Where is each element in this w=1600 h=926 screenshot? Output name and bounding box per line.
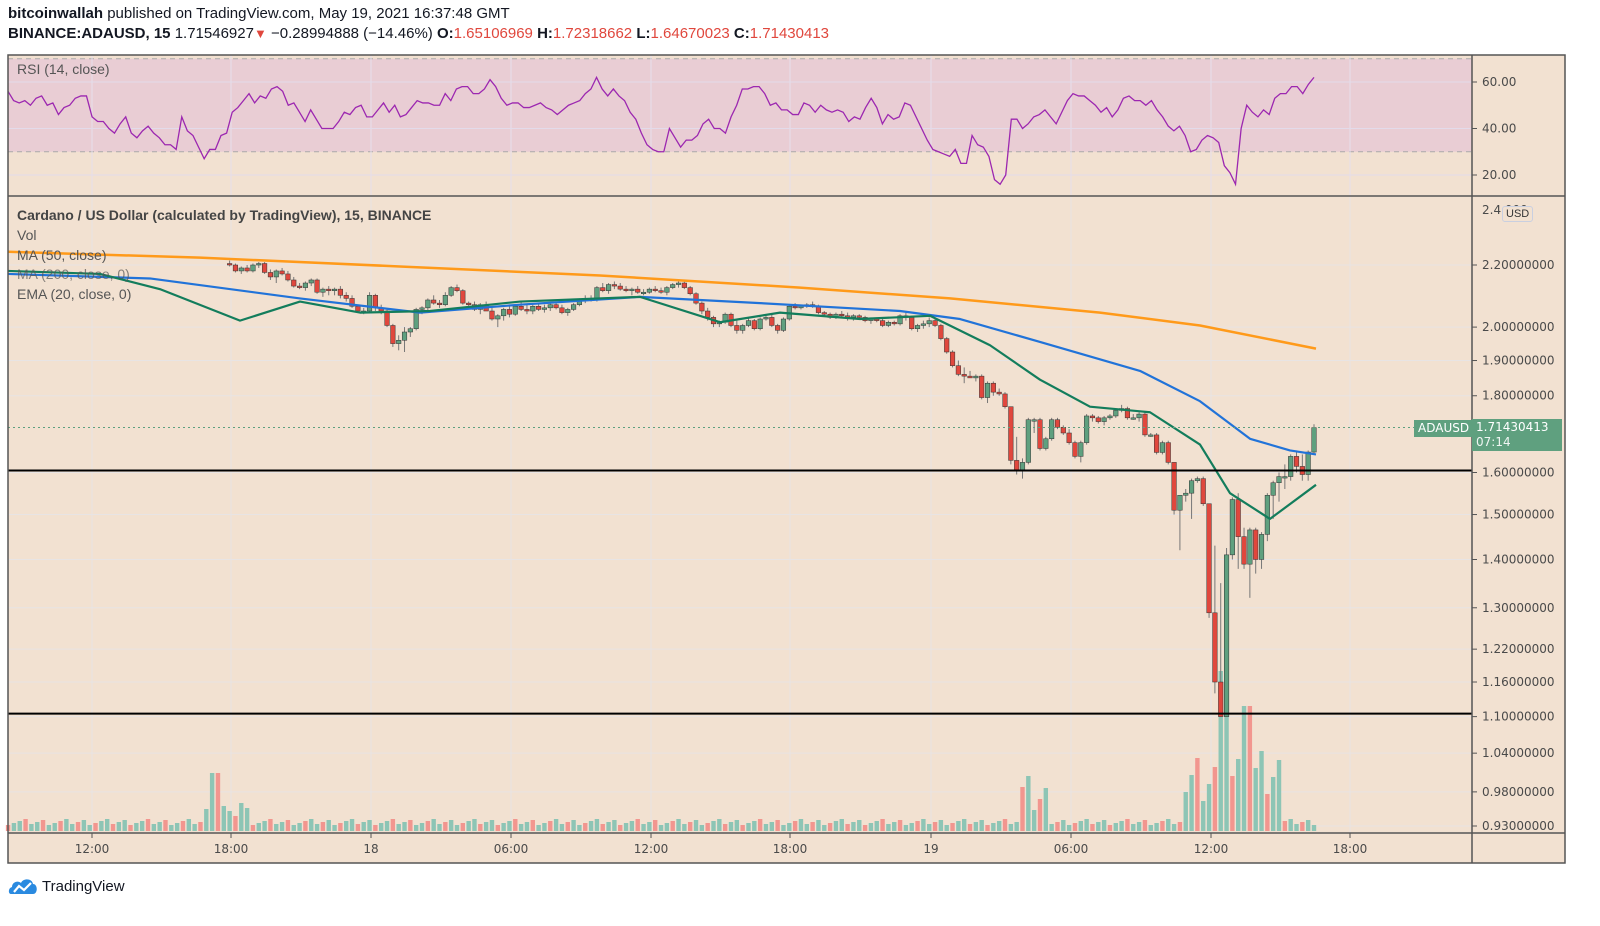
svg-text:1.30000000: 1.30000000 [1482,601,1555,615]
legend-ema20[interactable]: EMA (20, close, 0) [17,286,132,302]
open-value: 1.65106969 [453,25,533,42]
svg-text:12:00: 12:00 [634,842,669,856]
svg-text:0.98000000: 0.98000000 [1482,785,1555,799]
svg-text:1.10000000: 1.10000000 [1482,710,1555,724]
publisher-name: bitcoinwallah [8,5,104,22]
ohlc-line: BINANCE:ADAUSD, 15 1.71546927▼ −0.289948… [8,25,829,42]
low-value: 1.64670023 [650,25,730,42]
legend-ma200[interactable]: MA (200, close, 0) [17,266,130,282]
tradingview-cloud-icon [8,879,37,894]
rsi-legend: RSI (14, close) [17,61,110,77]
svg-text:20.00: 20.00 [1482,168,1516,182]
svg-text:06:00: 06:00 [1054,842,1089,856]
svg-text:1.16000000: 1.16000000 [1482,675,1555,689]
last-price-axis-tag: 1.71430413 07:14 [1472,419,1562,451]
published-text: published on TradingView.com, May 19, 20… [107,5,510,22]
svg-text:06:00: 06:00 [494,842,529,856]
legend-ma50[interactable]: MA (50, close) [17,247,107,263]
svg-text:18:00: 18:00 [773,842,808,856]
open-label: O: [436,25,454,42]
svg-text:1.22000000: 1.22000000 [1482,642,1555,656]
last-price: 1.71546927 [174,25,254,42]
symbol-label: BINANCE:ADAUSD, 15 [8,25,171,42]
svg-text:1.40000000: 1.40000000 [1482,552,1555,566]
svg-text:1.80000000: 1.80000000 [1482,389,1555,403]
publisher-line: bitcoinwallah published on TradingView.c… [8,5,510,22]
high-label: H: [537,25,553,42]
tradingview-brand: TradingView [42,877,125,895]
currency-badge[interactable]: USD [1502,206,1534,222]
svg-text:19: 19 [923,842,938,856]
main-chart-title: Cardano / US Dollar (calculated by Tradi… [17,207,432,223]
svg-text:60.00: 60.00 [1482,75,1516,89]
bar-countdown: 07:14 [1476,435,1511,449]
last-price-axis-value: 1.71430413 [1476,420,1549,434]
svg-text:12:00: 12:00 [1194,842,1229,856]
svg-text:18:00: 18:00 [214,842,249,856]
svg-text:40.00: 40.00 [1482,122,1516,136]
low-label: L: [636,25,651,42]
down-arrow-icon: ▼ [253,26,267,41]
svg-text:0.93000000: 0.93000000 [1482,819,1555,833]
legend-vol[interactable]: Vol [17,227,37,243]
svg-text:1.60000000: 1.60000000 [1482,465,1555,479]
svg-text:18: 18 [363,842,378,856]
close-label: C: [733,25,750,42]
svg-text:1.04000000: 1.04000000 [1482,746,1555,760]
svg-text:18:00: 18:00 [1333,842,1368,856]
svg-text:2.20000000: 2.20000000 [1482,258,1555,272]
close-value: 1.71430413 [749,25,829,42]
tradingview-logo[interactable]: TradingView [8,876,125,896]
svg-text:2.00000000: 2.00000000 [1482,320,1555,334]
svg-text:1.50000000: 1.50000000 [1482,508,1555,522]
last-price-symbol-tag: ADAUSD [1414,420,1474,437]
price-change: −0.28994888 (−14.46%) [271,25,433,42]
svg-text:12:00: 12:00 [75,842,110,856]
high-value: 1.72318662 [552,25,633,42]
svg-text:1.90000000: 1.90000000 [1482,354,1555,368]
